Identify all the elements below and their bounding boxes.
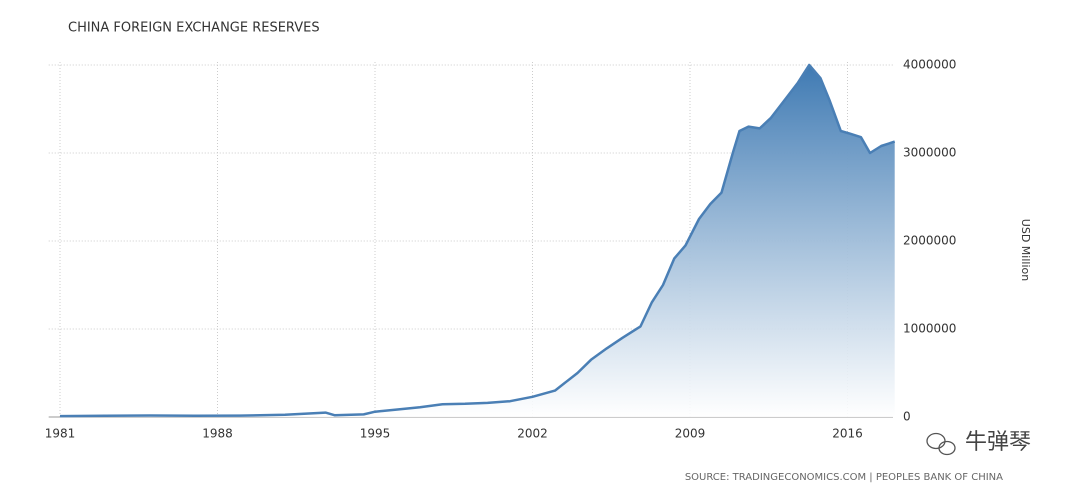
y-tick-label: 4000000 [903,58,956,72]
x-tick-label: 1995 [360,427,391,441]
watermark-icon [926,432,956,456]
x-tick-label: 1988 [202,427,233,441]
x-tick-label: 1981 [45,427,76,441]
chart-title: CHINA FOREIGN EXCHANGE RESERVES [68,21,320,36]
y-tick-label: 1000000 [903,322,956,336]
x-tick-label: 2002 [517,427,548,441]
area [60,65,895,417]
y-tick-label: 0 [903,410,911,424]
y-axis-label: USD Million [1019,219,1032,281]
line [59,63,896,418]
y-tick-label: 2000000 [903,234,956,248]
x-tick-label: 2009 [675,427,706,441]
watermark: 牛弹琴 [965,430,1031,455]
y-tick-label: 3000000 [903,146,956,160]
source: SOURCE: TRADINGECONOMICS.COM | PEOPLES B… [685,472,1003,483]
x-tick-label: 2016 [832,427,863,441]
